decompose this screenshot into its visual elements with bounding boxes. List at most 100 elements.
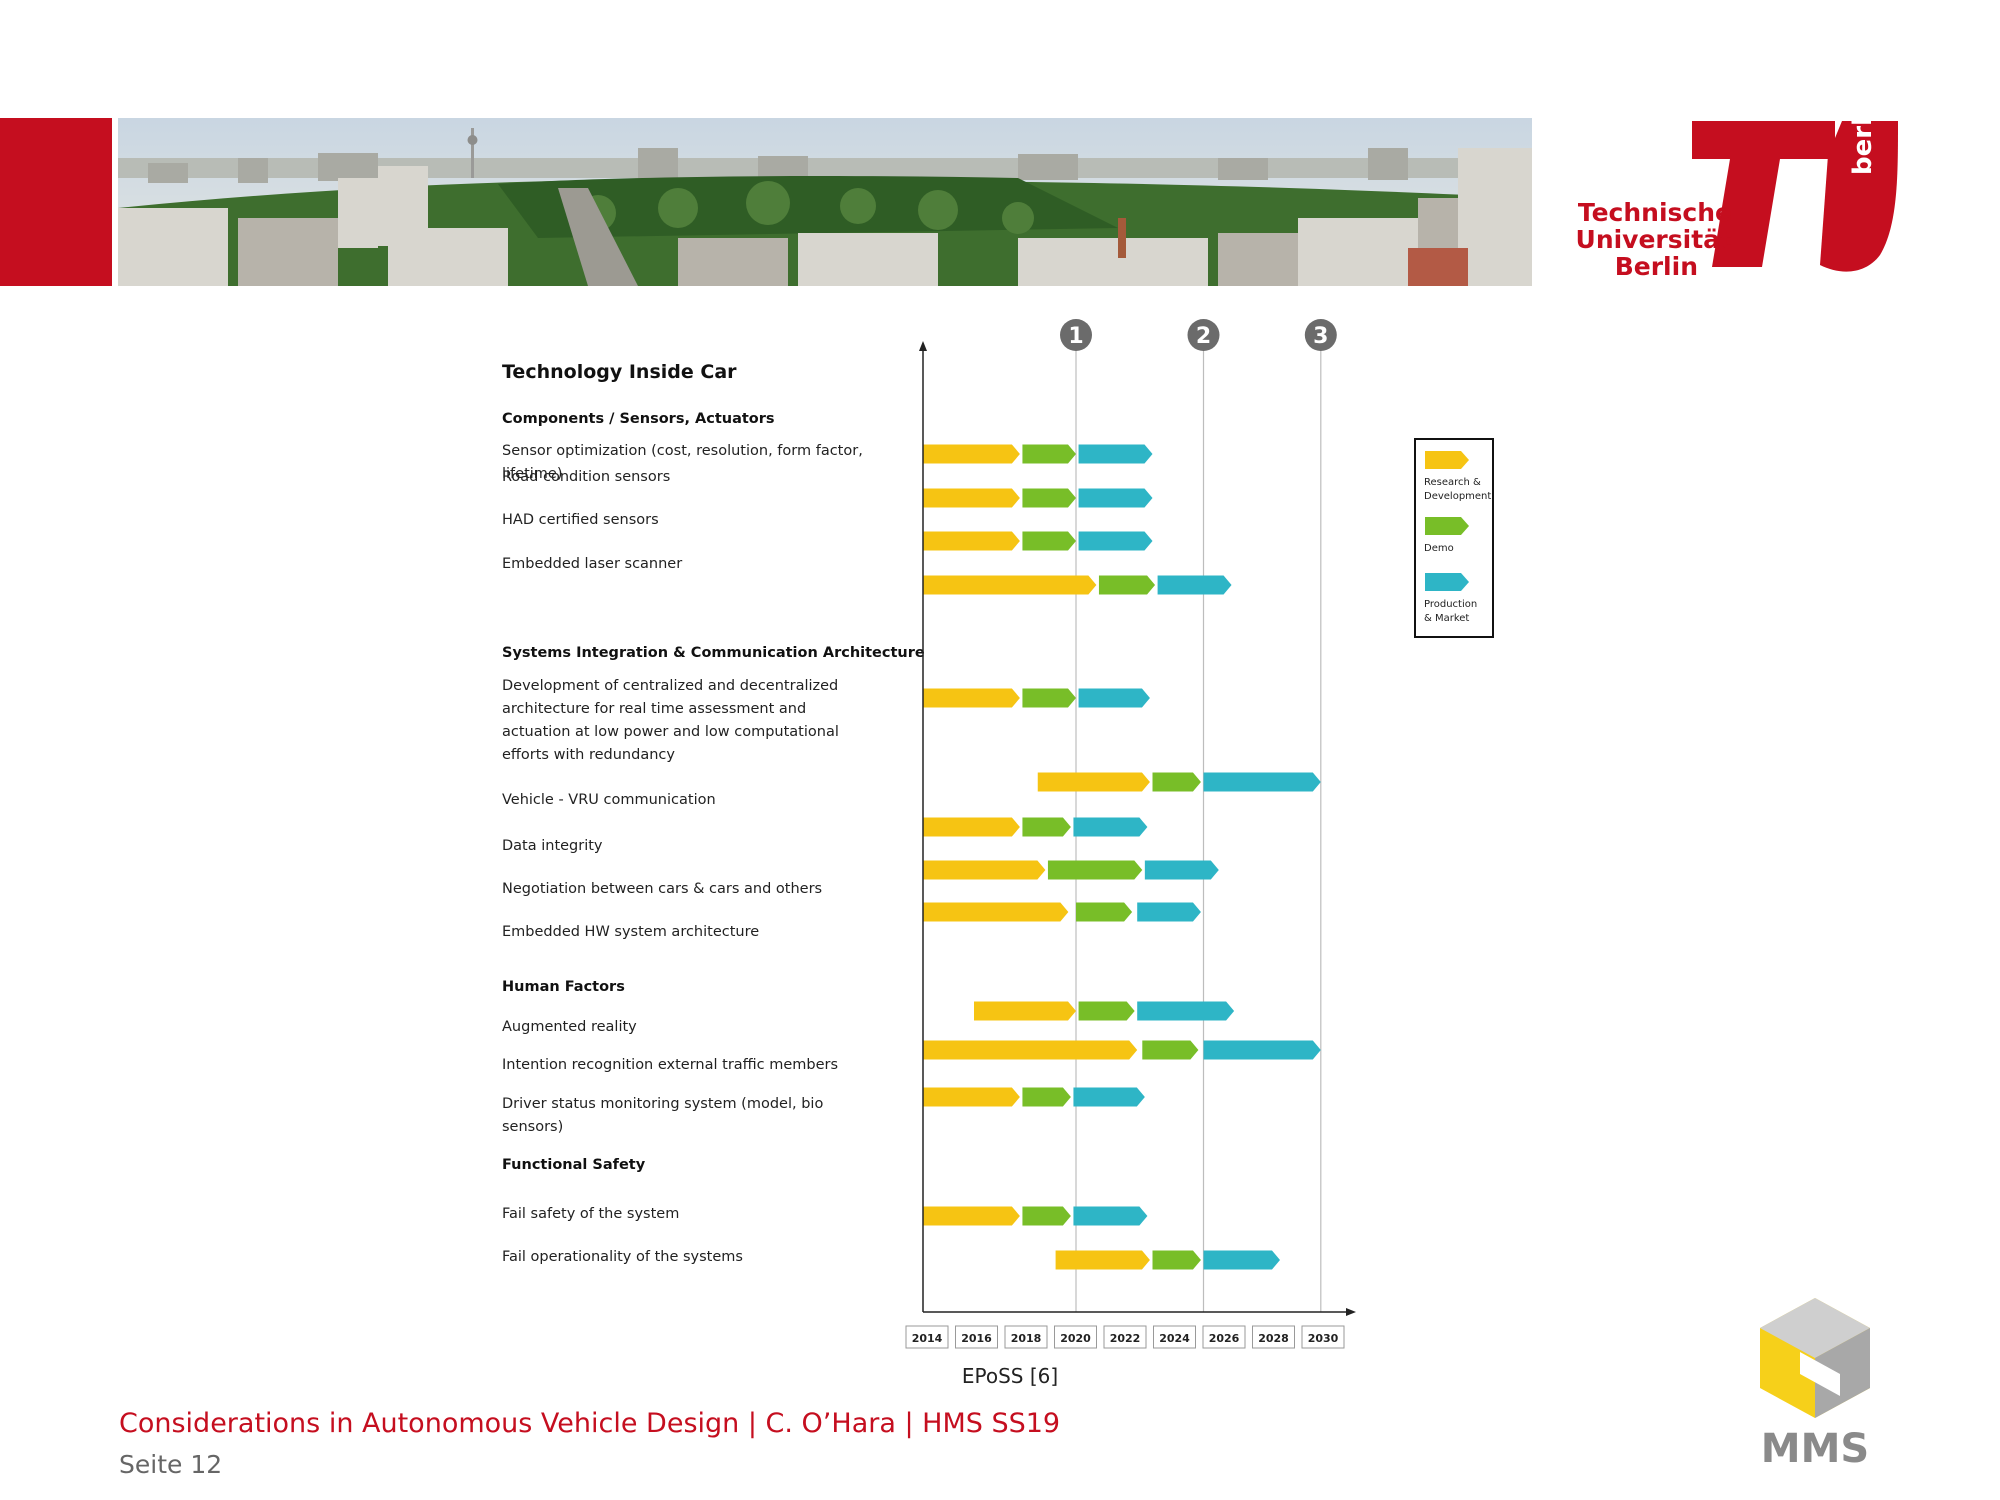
bar-pm: [1203, 772, 1321, 792]
bar-pm: [1078, 444, 1153, 464]
bar-rd: [923, 817, 1020, 837]
mms-logo: MMS: [1740, 1290, 1890, 1472]
legend-swatch-pm: [1425, 573, 1469, 591]
row-label: Fail safety of the system: [502, 1206, 679, 1222]
bar-demo: [1022, 1206, 1071, 1226]
bar-pm: [1203, 1250, 1280, 1270]
chart-title: Technology Inside Car: [502, 361, 737, 383]
bar-pm: [1078, 688, 1150, 708]
milestone-marker: [1304, 319, 1337, 351]
x-tick-label: 2018: [1011, 1332, 1042, 1345]
x-tick-box: [1301, 1325, 1345, 1349]
x-tick-label: 2016: [961, 1332, 992, 1345]
bar-rd: [1037, 772, 1150, 792]
milestone-label: 1: [1068, 324, 1083, 349]
bar-rd: [923, 531, 1020, 551]
x-tick-box: [1054, 1325, 1097, 1349]
y-axis-arrow: [919, 341, 927, 351]
milestone-label: 3: [1313, 324, 1328, 349]
row-label: Negotiation between cars & cars and othe…: [502, 881, 822, 897]
x-tick-label: 2014: [912, 1332, 943, 1345]
row-label: Road condition sensors: [502, 469, 670, 485]
row-label: efforts with redundancy: [502, 747, 675, 763]
bar-pm: [1137, 902, 1201, 922]
bar-rd: [923, 575, 1097, 595]
mms-logo-text: MMS: [1761, 1426, 1869, 1470]
row-label: Data integrity: [502, 838, 603, 854]
bar-pm: [1078, 531, 1153, 551]
x-tick-box: [1153, 1325, 1196, 1349]
section-title: Human Factors: [502, 979, 625, 995]
x-tick-label: 2028: [1258, 1332, 1289, 1345]
row-label: Sensor optimization (cost, resolution, f…: [502, 443, 863, 459]
bar-rd: [923, 688, 1020, 708]
section-title: Functional Safety: [502, 1157, 646, 1173]
x-tick-label: 2030: [1308, 1332, 1339, 1345]
x-tick-box: [1252, 1325, 1295, 1349]
legend-label: Production: [1424, 599, 1477, 610]
legend-box: [1414, 438, 1494, 638]
university-name: Technische Universität Berlin: [1572, 198, 1732, 281]
row-label: Embedded laser scanner: [502, 556, 682, 572]
bar-rd: [974, 1001, 1076, 1021]
university-line-1: Technische: [1577, 198, 1732, 227]
row-label: Intention recognition external traffic m…: [502, 1057, 838, 1073]
bar-pm: [1144, 860, 1219, 880]
bar-demo: [1022, 488, 1076, 508]
row-label: Fail operationality of the systems: [502, 1249, 743, 1265]
x-tick-label: 2026: [1209, 1332, 1240, 1345]
x-axis-arrow: [1346, 1308, 1356, 1316]
bar-demo: [1078, 1001, 1135, 1021]
bar-demo: [1022, 817, 1071, 837]
row-label: Augmented reality: [502, 1019, 637, 1035]
bar-pm: [1073, 1206, 1148, 1226]
bar-demo: [1076, 902, 1133, 922]
x-tick-box: [955, 1325, 998, 1349]
section-title: Systems Integration & Communication Arch…: [502, 645, 925, 661]
legend-swatch-rd: [1425, 451, 1469, 469]
bar-pm: [1137, 1001, 1235, 1021]
page-number: Seite 12: [119, 1450, 223, 1479]
bar-rd: [923, 488, 1020, 508]
bar-demo: [1022, 688, 1076, 708]
row-label: actuation at low power and low computati…: [502, 724, 839, 740]
bar-demo: [1047, 860, 1143, 880]
footer-title: Considerations in Autonomous Vehicle Des…: [119, 1408, 1061, 1439]
bar-pm: [1073, 1087, 1145, 1107]
header-red-block: [0, 118, 112, 286]
bar-demo: [1152, 1250, 1201, 1270]
x-tick-box: [905, 1325, 949, 1349]
row-label: HAD certified sensors: [502, 512, 659, 528]
technology-roadmap-chart: Technology Inside Car Components / Senso…: [480, 305, 1510, 1360]
legend-label: Development: [1424, 491, 1491, 502]
bar-demo: [1098, 575, 1156, 595]
bar-demo: [1022, 444, 1076, 464]
bar-demo: [1022, 1087, 1071, 1107]
bar-rd: [1055, 1250, 1150, 1270]
bar-demo: [1152, 772, 1201, 792]
legend-label: Research &: [1424, 477, 1481, 488]
row-label: architecture for real time assessment an…: [502, 701, 806, 717]
section-title: Components / Sensors, Actuators: [502, 411, 775, 427]
milestone-label: 2: [1196, 324, 1211, 349]
bar-pm: [1157, 575, 1232, 595]
chart-source: EPoSS [6]: [961, 1364, 1059, 1388]
university-line-3: Berlin: [1614, 252, 1698, 281]
row-label: Development of centralized and decentral…: [502, 678, 838, 694]
bar-pm: [1078, 488, 1153, 508]
city-panorama-photo: [118, 118, 1532, 286]
legend-swatch-demo: [1425, 517, 1469, 535]
milestone-marker: [1060, 319, 1092, 351]
legend-label: Demo: [1424, 543, 1454, 554]
bar-rd: [923, 444, 1020, 464]
bar-rd: [923, 1040, 1138, 1060]
legend-label: & Market: [1424, 613, 1469, 624]
bar-rd: [923, 902, 1069, 922]
bar-demo: [1022, 531, 1076, 551]
x-tick-label: 2022: [1110, 1332, 1141, 1345]
x-tick-label: 2020: [1060, 1332, 1091, 1345]
university-line-2: Universität: [1575, 225, 1732, 254]
milestone-marker: [1187, 319, 1220, 351]
logo-side-text: berlin: [1848, 89, 1878, 175]
row-label: Driver status monitoring system (model, …: [502, 1096, 823, 1112]
